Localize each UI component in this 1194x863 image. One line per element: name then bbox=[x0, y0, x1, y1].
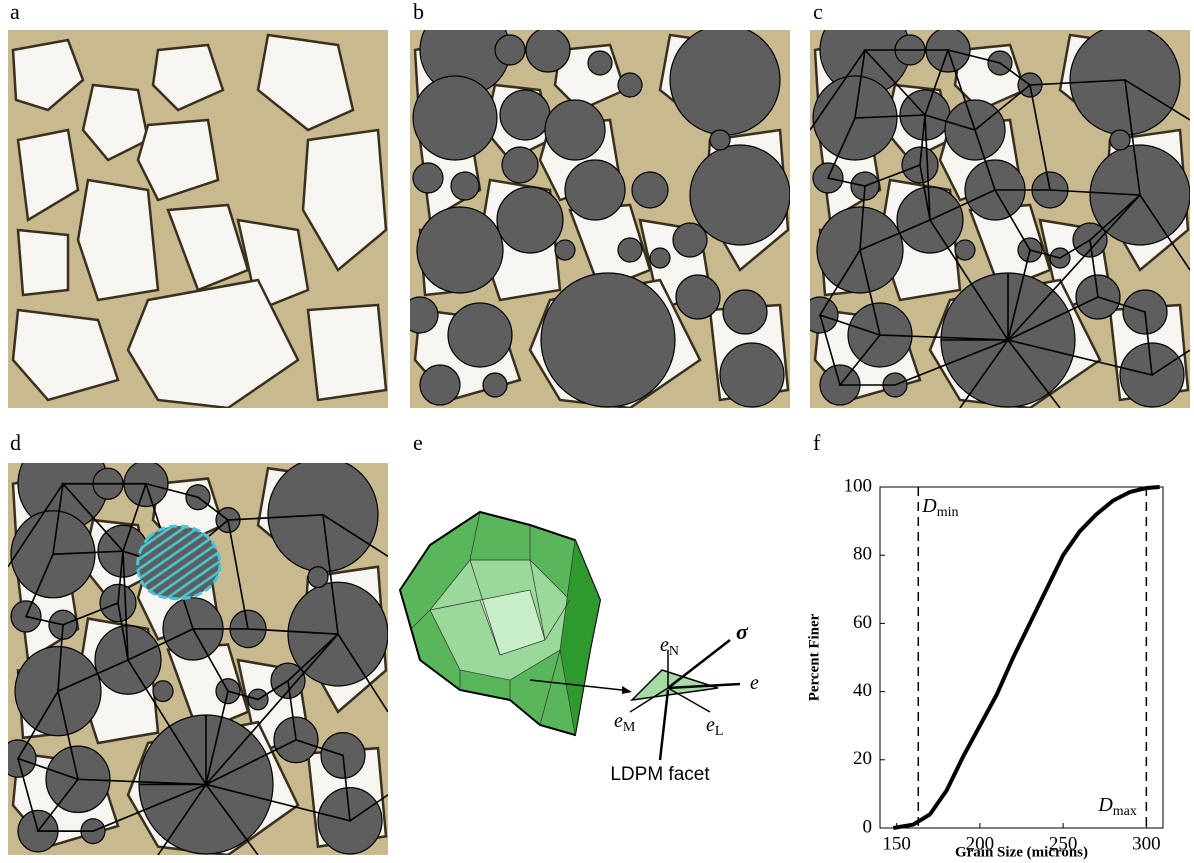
reference-label-base: D bbox=[921, 495, 937, 517]
vector-label-base: e bbox=[750, 672, 759, 694]
plot-frame bbox=[880, 487, 1163, 828]
vector-label: e bbox=[750, 672, 759, 694]
vector-label: eL bbox=[706, 714, 723, 740]
micrograph-network bbox=[802, 5, 1190, 408]
facet-label: LDPM facet bbox=[610, 764, 710, 785]
micrograph-particles bbox=[402, 5, 790, 408]
vector-label-base: σ bbox=[736, 619, 749, 644]
y-tick-label: 60 bbox=[853, 612, 872, 633]
figure: a b c d e f LDPM facet eNσeeMeL020406080… bbox=[0, 0, 1194, 863]
facet-diagram bbox=[630, 640, 740, 760]
grain-polyhedron bbox=[400, 512, 632, 735]
panel-label: f bbox=[813, 430, 821, 455]
panel-label: c bbox=[813, 0, 823, 24]
reference-label: Dmin bbox=[921, 495, 958, 521]
micrograph bbox=[8, 30, 388, 408]
y-tick-label: 80 bbox=[853, 544, 872, 565]
y-axis-label: Percent Finer bbox=[806, 613, 822, 701]
y-tick-label: 100 bbox=[844, 475, 873, 496]
panel-label: a bbox=[10, 0, 20, 24]
reference-label-base: D bbox=[1097, 794, 1113, 816]
panel-label: b bbox=[413, 0, 424, 24]
vector-label: eM bbox=[614, 710, 636, 736]
vector-label-base: e bbox=[660, 634, 669, 656]
y-tick-label: 40 bbox=[853, 680, 872, 701]
y-tick-label: 0 bbox=[863, 816, 873, 837]
vector-label-sub: N bbox=[669, 644, 679, 659]
x-axis-label: Grain Size (microns) bbox=[955, 844, 1088, 860]
vector-label-base: e bbox=[614, 710, 623, 732]
reference-label-sub: min bbox=[937, 505, 959, 520]
panel-label: d bbox=[10, 430, 21, 455]
data-line bbox=[893, 487, 1159, 828]
y-tick-label: 20 bbox=[853, 748, 872, 769]
vector-label: σ bbox=[736, 619, 749, 644]
panel-label: e bbox=[413, 430, 423, 455]
x-tick-label: 150 bbox=[882, 833, 911, 854]
vector-label-base: e bbox=[706, 714, 715, 736]
reference-label: Dmax bbox=[1097, 794, 1137, 820]
micrograph-selected bbox=[0, 437, 388, 855]
vector-label-sub: M bbox=[623, 720, 636, 735]
vector-label-sub: L bbox=[715, 724, 724, 739]
x-tick-label: 300 bbox=[1132, 833, 1161, 854]
vector-label: eN bbox=[660, 634, 679, 660]
reference-label-sub: max bbox=[1113, 804, 1137, 819]
